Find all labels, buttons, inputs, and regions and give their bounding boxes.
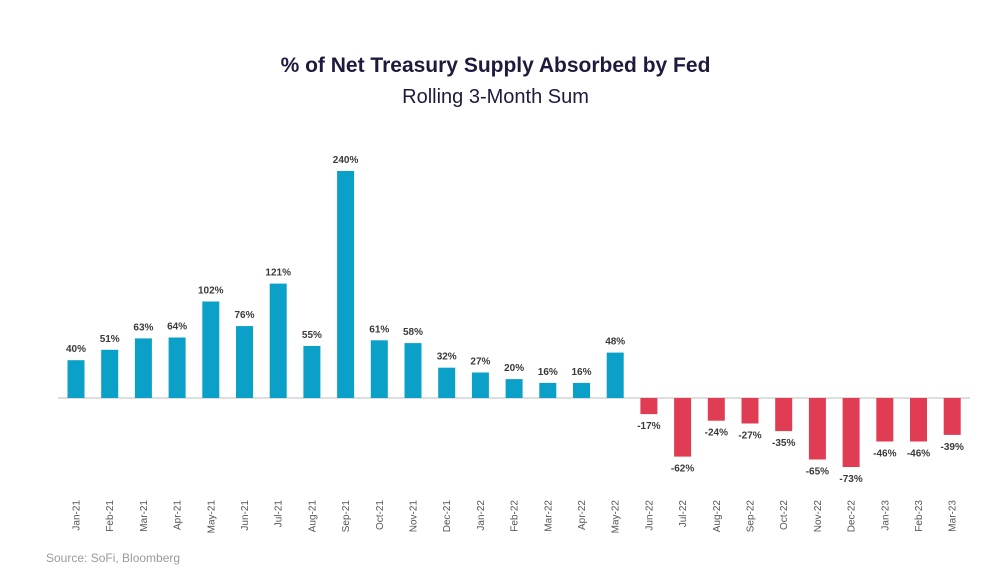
bars-group [67, 171, 961, 467]
bar-dec-22 [842, 398, 860, 467]
x-tick-label-feb-21: Feb-21 [105, 500, 116, 532]
bar-jan-21 [67, 360, 85, 398]
bar-mar-22 [539, 382, 557, 398]
data-label-mar-21: 63% [133, 322, 153, 333]
bar-may-21 [202, 301, 220, 398]
data-label-dec-22: -73% [839, 474, 862, 485]
data-label-dec-21: 32% [437, 352, 457, 363]
data-label-may-22: 48% [605, 337, 625, 348]
x-tick-label-nov-22: Nov-22 [813, 500, 824, 533]
x-tick-label-jul-22: Jul-22 [678, 500, 689, 528]
data-label-mar-22: 16% [538, 367, 558, 378]
bar-feb-22 [505, 379, 523, 398]
data-label-sep-22: -27% [738, 431, 761, 442]
x-tick-label-sep-21: Sep-21 [341, 500, 352, 533]
bar-sep-21 [337, 171, 355, 398]
bar-aug-21 [303, 346, 321, 398]
x-tick-label-feb-22: Feb-22 [510, 500, 521, 532]
x-tick-label-sep-22: Sep-22 [746, 500, 757, 533]
x-tick-label-feb-23: Feb-23 [914, 500, 925, 532]
x-tick-label-jan-23: Jan-23 [880, 500, 891, 531]
x-tick-label-dec-22: Dec-22 [847, 500, 858, 533]
data-label-jan-22: 27% [470, 357, 490, 368]
x-tick-label-jan-21: Jan-21 [72, 500, 83, 531]
data-label-apr-22: 16% [571, 367, 591, 378]
x-tick-label-jun-22: Jun-22 [644, 500, 655, 531]
data-label-feb-23: -46% [907, 449, 930, 460]
bar-oct-22 [775, 398, 793, 432]
x-tick-label-aug-21: Aug-21 [307, 500, 318, 533]
x-tick-label-mar-22: Mar-22 [543, 500, 554, 532]
chart-subtitle: Rolling 3-Month Sum [402, 86, 589, 108]
data-label-feb-22: 20% [504, 363, 524, 374]
bar-jun-21 [236, 326, 253, 398]
bar-sep-22 [741, 398, 759, 424]
bar-mar-23 [943, 398, 961, 435]
data-label-jun-22: -17% [637, 421, 660, 432]
data-label-mar-23: -39% [941, 442, 964, 453]
x-tick-label-may-21: May-21 [206, 500, 217, 534]
x-tick-label-may-22: May-22 [611, 500, 622, 534]
data-label-feb-21: 51% [100, 334, 120, 345]
x-tick-label-nov-21: Nov-21 [409, 500, 420, 533]
x-tick-label-oct-22: Oct-22 [779, 500, 790, 530]
bar-jan-22 [471, 372, 489, 398]
x-tick-label-mar-21: Mar-21 [139, 500, 150, 532]
x-tick-label-apr-22: Apr-22 [577, 500, 588, 530]
data-label-jul-21: 121% [265, 268, 291, 279]
bar-apr-21 [168, 337, 186, 398]
bar-jan-23 [876, 398, 894, 442]
x-tick-label-oct-21: Oct-21 [375, 500, 386, 530]
bar-jul-21 [269, 283, 287, 398]
bar-dec-21 [438, 367, 456, 398]
data-label-jul-22: -62% [671, 464, 694, 475]
data-label-sep-21: 240% [333, 155, 359, 166]
data-label-may-21: 102% [198, 286, 224, 297]
bar-jun-22 [640, 398, 658, 415]
chart-title: % of Net Treasury Supply Absorbed by Fed [280, 54, 711, 77]
data-label-nov-21: 58% [403, 327, 423, 338]
bar-aug-22 [707, 398, 725, 421]
bar-nov-22 [808, 398, 826, 460]
x-tick-label-aug-22: Aug-22 [712, 500, 723, 533]
x-tick-label-jun-21: Jun-21 [240, 500, 251, 531]
source-note: Source: SoFi, Bloomberg [46, 551, 181, 565]
data-label-oct-21: 61% [369, 324, 389, 335]
data-label-jan-21: 40% [66, 344, 86, 355]
x-tick-label-mar-23: Mar-23 [948, 500, 959, 532]
x-tick-label-jul-21: Jul-21 [274, 500, 285, 528]
x-axis-labels-group: Jan-21 Feb-21 Mar-21 Apr-21 May-21 Jun-21 Jul-… [72, 500, 959, 534]
data-label-apr-21: 64% [167, 322, 187, 333]
x-tick-label-dec-21: Dec-21 [442, 500, 453, 533]
bar-mar-21 [134, 338, 152, 398]
x-tick-label-jan-22: Jan-22 [476, 500, 487, 531]
data-label-nov-22: -65% [806, 467, 829, 478]
bar-may-22 [606, 352, 624, 398]
data-label-aug-22: -24% [705, 428, 728, 439]
data-labels-group: 40% 51% 63% 64% 102% 76% 121% 55% 240% 61% 58% 32% 2… [66, 155, 964, 485]
bar-apr-22 [573, 382, 590, 398]
data-label-jan-23: -46% [873, 449, 896, 460]
data-label-aug-21: 55% [302, 330, 322, 341]
bar-jul-22 [674, 398, 692, 457]
x-tick-label-apr-21: Apr-21 [173, 500, 184, 530]
bar-nov-21 [404, 343, 422, 398]
bar-feb-23 [910, 398, 927, 442]
data-label-jun-21: 76% [234, 310, 254, 321]
bar-feb-21 [101, 349, 119, 398]
data-label-oct-22: -35% [772, 438, 795, 449]
bar-oct-21 [370, 340, 388, 398]
